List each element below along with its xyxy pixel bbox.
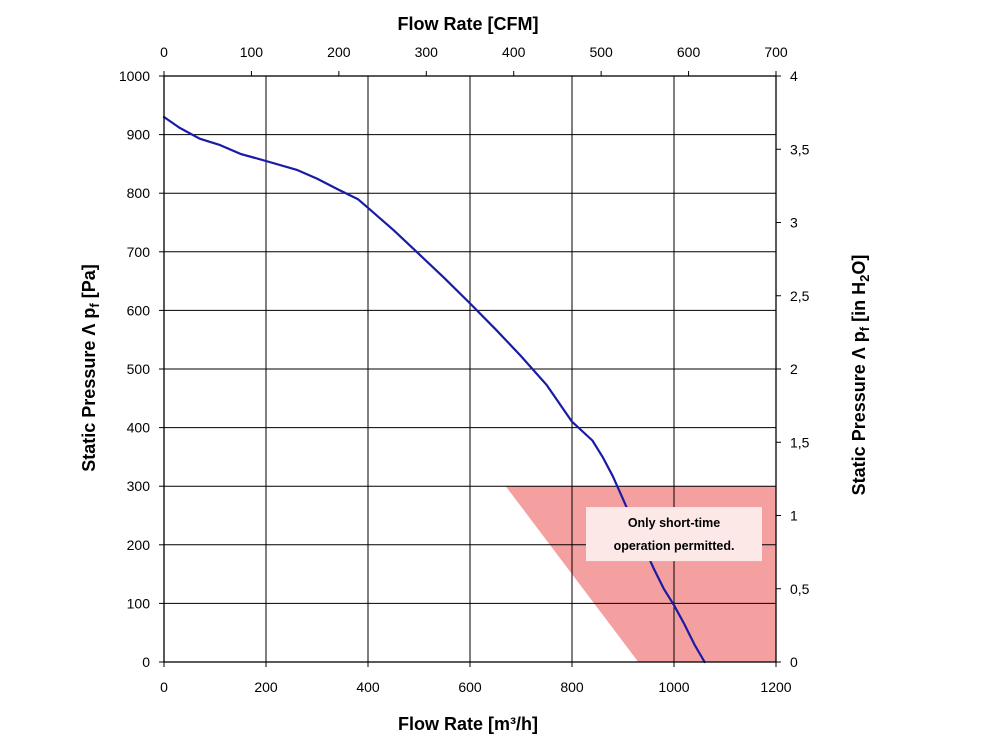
y-right-tick-label-6: 3	[790, 215, 798, 231]
y-left-tick-label-200: 200	[127, 537, 151, 553]
x-bottom-tick-label-400: 400	[356, 679, 380, 695]
x-top-axis-title: Flow Rate [CFM]	[398, 14, 539, 34]
y-left-tick-label-900: 900	[127, 127, 151, 143]
x-top-tick-label-300: 300	[415, 44, 439, 60]
series-line-0	[162, 115, 706, 664]
grid	[164, 76, 776, 662]
annotation-line-1: Only short-time	[628, 516, 720, 530]
y-right-tick-label-4: 2	[790, 361, 798, 377]
y-left-tick-label-300: 300	[127, 478, 151, 494]
x-bottom-axis-title: Flow Rate [m³/h]	[398, 714, 538, 734]
y-right-tick-label-5: 2,5	[790, 288, 810, 304]
y-right-axis-title: Static Pressure Λ pf [in H2O]	[849, 255, 872, 496]
x-bottom-tick-label-200: 200	[254, 679, 278, 695]
y-right-tick-label-3: 1,5	[790, 434, 810, 450]
y-left-tick-label-700: 700	[127, 244, 151, 260]
x-top-tick-label-100: 100	[240, 44, 264, 60]
annotation-line-2: operation permitted.	[614, 539, 735, 553]
y-left-tick-label-600: 600	[127, 302, 151, 318]
x-top-tick-label-600: 600	[677, 44, 701, 60]
y-right-tick-label-1: 0,5	[790, 581, 810, 597]
y-left-tick-label-100: 100	[127, 595, 151, 611]
x-bottom-tick-label-800: 800	[560, 679, 584, 695]
x-top-tick-label-0: 0	[160, 44, 168, 60]
y-left-tick-label-800: 800	[127, 185, 151, 201]
y-right-tick-label-2: 1	[790, 508, 798, 524]
x-top-tick-label-400: 400	[502, 44, 526, 60]
y-left-axis-title: Static Pressure Λ pf [Pa]	[79, 264, 102, 471]
y-left-tick-label-0: 0	[142, 654, 150, 670]
y-left-tick-label-1000: 1000	[119, 68, 150, 84]
y-right-tick-label-7: 3,5	[790, 141, 810, 157]
y-right-tick-label-8: 4	[790, 68, 798, 84]
y-right-tick-label-0: 0	[790, 654, 798, 670]
x-top-tick-label-200: 200	[327, 44, 351, 60]
annotation-box	[586, 507, 762, 562]
x-bottom-tick-label-1200: 1200	[760, 679, 791, 695]
y-left-tick-label-500: 500	[127, 361, 151, 377]
x-bottom-tick-label-600: 600	[458, 679, 482, 695]
x-bottom-tick-label-1000: 1000	[658, 679, 689, 695]
axes	[159, 71, 781, 667]
x-bottom-tick-label-0: 0	[160, 679, 168, 695]
x-top-tick-label-700: 700	[764, 44, 788, 60]
annotation-layer: Only short-time operation permitted.	[586, 507, 762, 562]
x-top-tick-label-500: 500	[589, 44, 613, 60]
y-left-tick-label-400: 400	[127, 420, 151, 436]
series-layer	[162, 115, 706, 664]
